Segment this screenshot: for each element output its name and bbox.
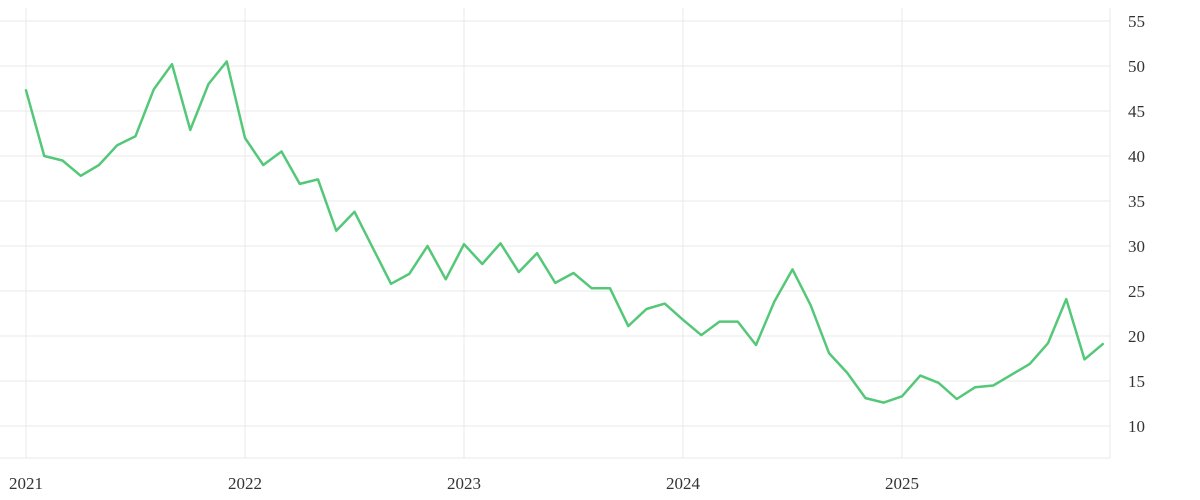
x-tick-label: 2022	[228, 474, 262, 493]
y-tick-label: 20	[1128, 327, 1145, 346]
y-tick-label: 50	[1128, 57, 1145, 76]
x-tick-label: 2021	[9, 474, 43, 493]
y-tick-label: 25	[1128, 282, 1145, 301]
series-line	[24, 60, 1104, 404]
y-tick-label: 10	[1128, 417, 1145, 436]
x-tick-label: 2023	[447, 474, 481, 493]
x-tick-label: 2025	[885, 474, 919, 493]
y-tick-label: 35	[1128, 192, 1145, 211]
y-tick-label: 40	[1128, 147, 1145, 166]
y-tick-label: 30	[1128, 237, 1145, 256]
y-tick-label: 15	[1128, 372, 1145, 391]
y-tick-label: 45	[1128, 102, 1145, 121]
y-tick-label: 55	[1128, 12, 1145, 31]
x-tick-label: 2024	[666, 474, 701, 493]
